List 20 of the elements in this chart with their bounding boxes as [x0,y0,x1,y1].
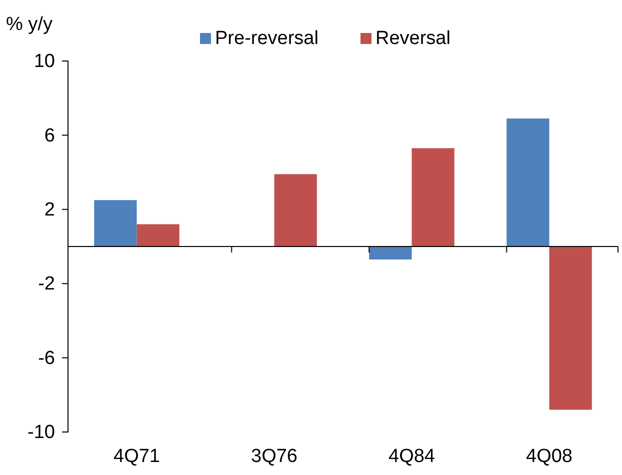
y-tick-label: -2 [38,274,55,295]
bar [369,246,412,260]
y-tick-label: 6 [44,125,55,146]
x-tick-label: 4Q84 [388,446,436,467]
x-tick-label: 4Q71 [114,446,160,467]
legend-label: Reversal [375,28,450,49]
y-tick-label: -10 [28,422,55,444]
bar [412,148,454,246]
y-tick-label: 2 [44,199,55,220]
bar [549,246,592,410]
y-tick-label: -6 [38,348,55,369]
y-axis-title: % y/y [6,14,53,35]
legend-label: Pre-reversal [215,28,318,49]
bar [94,200,137,246]
bar [274,174,317,246]
bar [136,224,180,246]
bar [506,118,550,246]
x-tick-label: 4Q08 [526,446,572,467]
y-tick-label: 10 [34,51,55,72]
x-tick-label: 3Q76 [251,446,298,467]
